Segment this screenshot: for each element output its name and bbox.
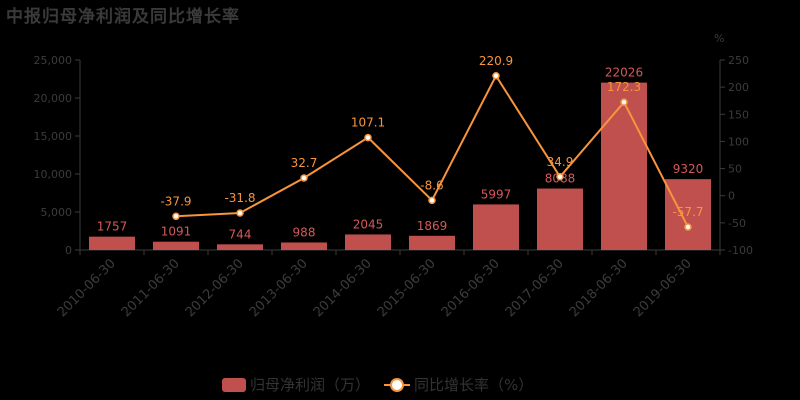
right-axis-tick-label: 150: [728, 108, 749, 121]
bar-value-label: 5997: [481, 187, 512, 201]
bar[interactable]: [409, 235, 455, 250]
bar-value-label: 9320: [673, 162, 704, 176]
left-axis-tick-label: 5,000: [41, 206, 73, 219]
x-axis-label: 2015-06-30: [375, 256, 439, 320]
left-axis-tick-label: 25,000: [34, 54, 73, 67]
bar-value-label: 744: [229, 227, 252, 241]
bar-value-label: 22026: [605, 66, 643, 80]
left-axis-tick-label: 20,000: [34, 92, 73, 105]
growth-point[interactable]: [684, 223, 692, 231]
growth-point[interactable]: [556, 173, 564, 181]
growth-value-label: 172.3: [607, 80, 641, 94]
growth-value-label: -31.8: [224, 191, 255, 205]
bar[interactable]: [601, 82, 647, 250]
x-axis-label: 2010-06-30: [55, 256, 119, 320]
bar-value-label: 1757: [97, 220, 128, 234]
legend-line-label[interactable]: 同比增长率（%）: [414, 376, 534, 394]
right-axis-tick-label: -100: [728, 244, 753, 257]
x-axis-label: 2019-06-30: [631, 256, 695, 320]
bar[interactable]: [153, 241, 199, 250]
bar-value-label: 1869: [417, 219, 448, 233]
growth-point[interactable]: [300, 174, 308, 182]
legend-line-icon[interactable]: [384, 377, 411, 392]
growth-point[interactable]: [492, 72, 500, 80]
chart-title: 中报归母净利润及同比增长率: [6, 7, 240, 27]
growth-point[interactable]: [364, 133, 372, 142]
growth-value-label: 220.9: [479, 54, 513, 68]
bar[interactable]: [89, 236, 135, 250]
right-axis-tick-label: 0: [728, 190, 735, 203]
right-axis-tick-label: 250: [728, 54, 749, 67]
bar[interactable]: [537, 188, 583, 250]
legend-bar-swatch[interactable]: [222, 377, 246, 392]
growth-value-label: 107.1: [351, 116, 385, 130]
bar-value-label: 1091: [161, 225, 192, 239]
x-axis-label: 2012-06-30: [183, 256, 247, 320]
x-axis-label: 2017-06-30: [503, 256, 567, 320]
bar-value-label: 988: [293, 225, 316, 239]
bar[interactable]: [217, 244, 263, 250]
growth-point[interactable]: [172, 212, 180, 221]
growth-point[interactable]: [428, 196, 436, 205]
x-axis-label: 2011-06-30: [119, 256, 183, 320]
legend: 归母净利润（万） 同比增长率（%）: [222, 374, 533, 395]
legend-bar-label[interactable]: 归母净利润（万）: [250, 376, 371, 394]
bar[interactable]: [281, 242, 327, 250]
growth-value-label: -57.7: [672, 205, 703, 219]
growth-point[interactable]: [620, 98, 628, 106]
x-axis-label: 2016-06-30: [439, 256, 503, 320]
growth-value-label: -8.6: [420, 178, 443, 192]
bar[interactable]: [665, 179, 711, 250]
right-axis-tick-label: -50: [728, 217, 746, 230]
x-axis-label: 2014-06-30: [311, 256, 375, 320]
growth-value-label: -37.9: [160, 194, 191, 208]
left-axis-tick-label: 0: [65, 244, 72, 257]
growth-value-label: 32.7: [291, 156, 318, 170]
growth-point[interactable]: [236, 209, 244, 217]
x-axis-label: 2013-06-30: [247, 256, 311, 320]
left-axis-tick-label: 15,000: [34, 130, 73, 143]
right-axis-tick-label: 50: [728, 163, 742, 176]
bar[interactable]: [345, 234, 391, 250]
x-axis-label: 2018-06-30: [567, 256, 631, 320]
growth-value-label: 34.9: [547, 155, 574, 169]
right-axis-tick-label: 100: [728, 135, 749, 148]
right-axis-tick-label: 200: [728, 81, 749, 94]
right-axis-unit-label: %: [714, 32, 724, 45]
bar[interactable]: [473, 204, 519, 250]
left-axis-tick-label: 10,000: [34, 168, 73, 181]
bar-value-label: 2045: [353, 217, 384, 231]
